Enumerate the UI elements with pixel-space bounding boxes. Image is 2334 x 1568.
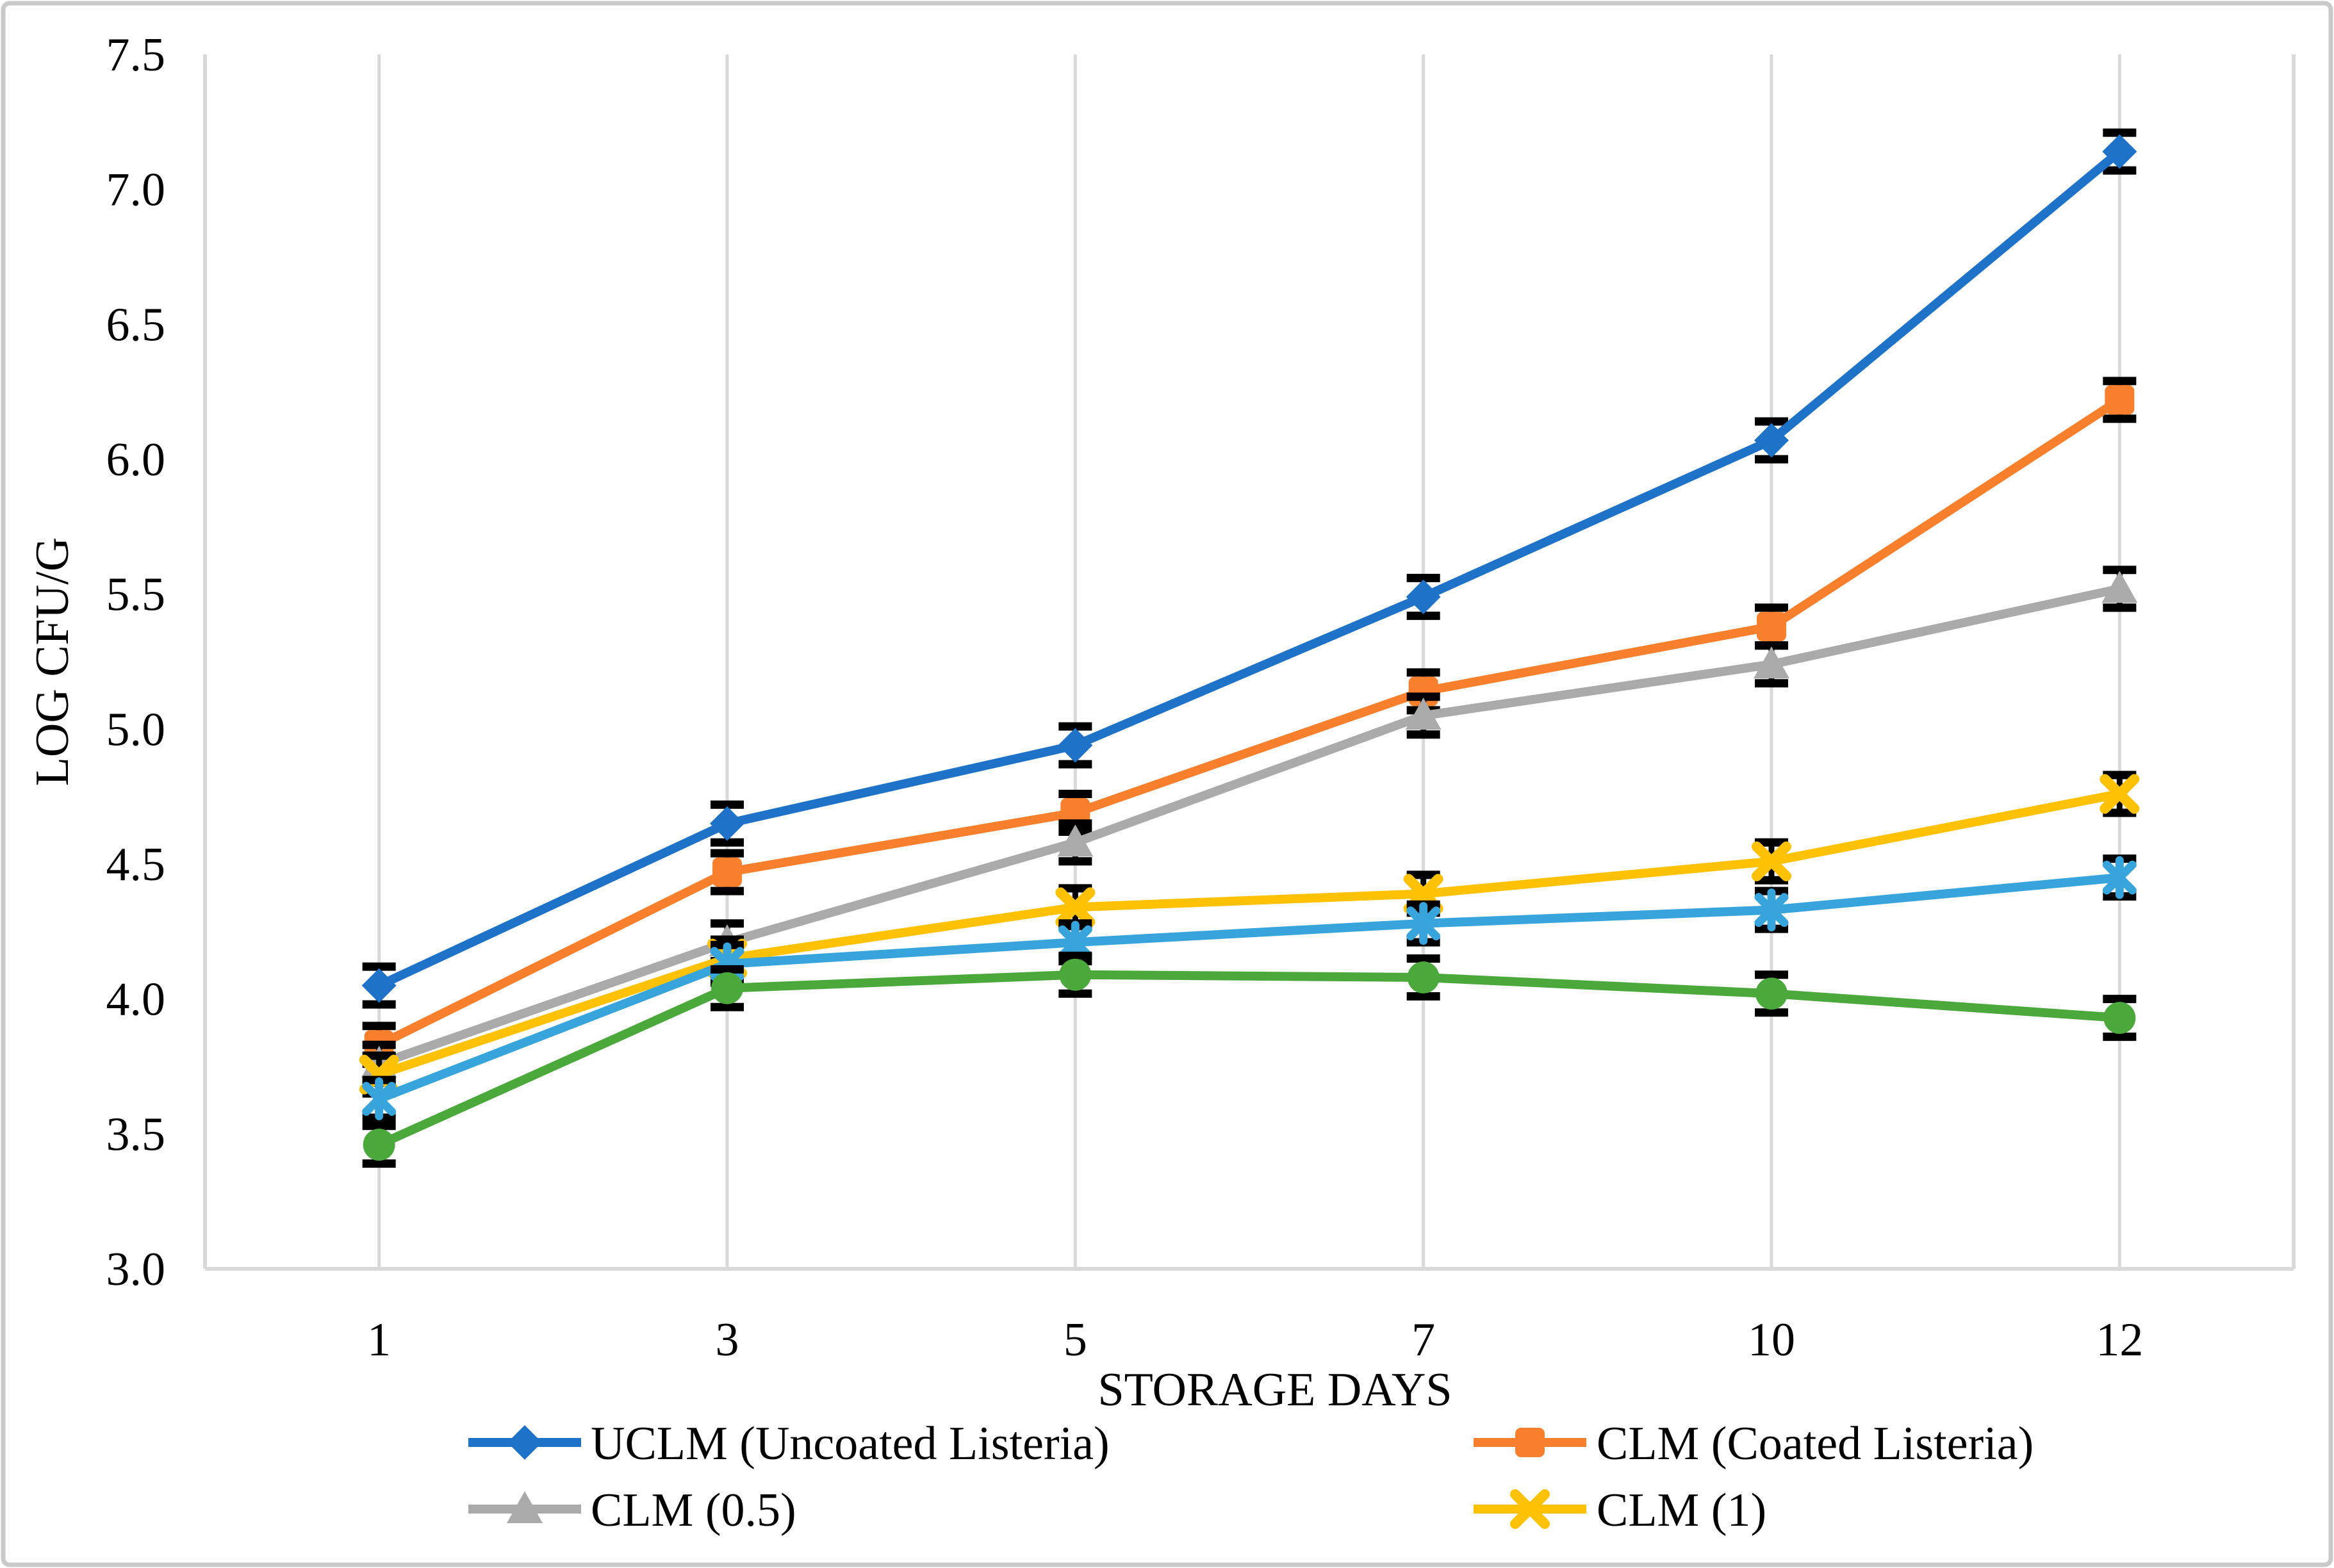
y-tick-label: 4.5 bbox=[106, 838, 166, 891]
y-tick-label: 5.5 bbox=[106, 569, 166, 621]
x-tick-label: 1 bbox=[367, 1314, 391, 1366]
series-marker-unlabeled-5 bbox=[1755, 977, 1787, 1010]
y-tick-label: 5.0 bbox=[106, 703, 166, 756]
series-marker-uclm-uncoated-listeria bbox=[710, 806, 744, 841]
series-line-clm-coated-listeria bbox=[374, 395, 2124, 1050]
y-tick-label: 6.5 bbox=[106, 298, 166, 351]
series-marker-uclm-uncoated-listeria bbox=[1058, 728, 1093, 763]
x-tick-label: 7 bbox=[1411, 1314, 1435, 1366]
series-marker-unlabeled-4 bbox=[362, 1082, 397, 1116]
x-axis-title: STORAGE DAYS bbox=[1097, 1364, 1452, 1416]
series-marker-clm-coated-listeria bbox=[1757, 612, 1786, 642]
series-marker-unlabeled-4 bbox=[2102, 860, 2137, 895]
series-marker-unlabeled-4 bbox=[1754, 893, 1789, 927]
series-marker-clm-0-5 bbox=[1405, 698, 1442, 730]
series-marker-unlabeled-5 bbox=[2103, 1002, 2136, 1034]
series-marker-uclm-uncoated-listeria bbox=[1754, 423, 1789, 458]
series-line-clm-1 bbox=[374, 789, 2124, 1079]
series-marker-clm-coated-listeria bbox=[712, 857, 742, 887]
legend-item-clm-1-marker bbox=[1510, 1489, 1550, 1529]
series-marker-clm-coated-listeria bbox=[2105, 385, 2135, 415]
series-marker-clm-0-5 bbox=[2101, 571, 2138, 603]
y-tick-label: 7.5 bbox=[106, 29, 166, 81]
y-tick-label: 4.0 bbox=[106, 974, 166, 1026]
y-tick-label: 3.0 bbox=[106, 1243, 166, 1296]
series-marker-unlabeled-5 bbox=[1059, 958, 1092, 991]
series-marker-unlabeled-4 bbox=[1058, 925, 1092, 960]
legend-item-clm-0-5-marker bbox=[507, 1491, 543, 1523]
legend-item-clm-0-5-label: CLM (0.5) bbox=[591, 1484, 796, 1537]
series-marker-unlabeled-5 bbox=[711, 972, 743, 1004]
legend-item-uclm-uncoated-listeria-marker bbox=[507, 1425, 542, 1460]
y-axis-title: LOG CFU/G bbox=[26, 537, 79, 787]
x-tick-label: 3 bbox=[716, 1314, 739, 1366]
legend-item-clm-coated-listeria-marker bbox=[1515, 1428, 1545, 1457]
x-tick-label: 12 bbox=[2096, 1314, 2143, 1366]
series-marker-clm-0-5 bbox=[1754, 646, 1789, 679]
legend-item-clm-1-label: CLM (1) bbox=[1597, 1484, 1766, 1537]
series-marker-uclm-uncoated-listeria bbox=[361, 968, 397, 1003]
series-marker-uclm-uncoated-listeria bbox=[1406, 579, 1441, 614]
x-tick-label: 10 bbox=[1748, 1314, 1795, 1366]
y-tick-label: 3.5 bbox=[106, 1108, 166, 1161]
series-line-unlabeled-5 bbox=[374, 970, 2124, 1150]
series-marker-clm-1 bbox=[1055, 887, 1096, 927]
legend-item-clm-coated-listeria-label: CLM (Coated Listeria) bbox=[1597, 1417, 2034, 1470]
series-line-uclm-uncoated-listeria bbox=[374, 147, 2124, 990]
series-line-clm-0-5 bbox=[374, 584, 2124, 1068]
legend-item-uclm-uncoated-listeria-label: UCLM (Uncoated Listeria) bbox=[591, 1417, 1110, 1470]
series-line-unlabeled-4 bbox=[374, 873, 2124, 1104]
series-marker-clm-1 bbox=[1752, 841, 1791, 881]
x-tick-label: 5 bbox=[1064, 1314, 1087, 1366]
y-tick-label: 6.0 bbox=[106, 434, 166, 486]
series-marker-unlabeled-5 bbox=[1407, 961, 1440, 993]
series-marker-clm-1 bbox=[2100, 774, 2140, 814]
y-tick-label: 7.0 bbox=[106, 164, 166, 216]
series-marker-unlabeled-5 bbox=[363, 1129, 395, 1161]
series-marker-clm-0-5 bbox=[1057, 824, 1094, 857]
series-marker-unlabeled-4 bbox=[1406, 906, 1441, 941]
series-marker-uclm-uncoated-listeria bbox=[2102, 134, 2137, 169]
